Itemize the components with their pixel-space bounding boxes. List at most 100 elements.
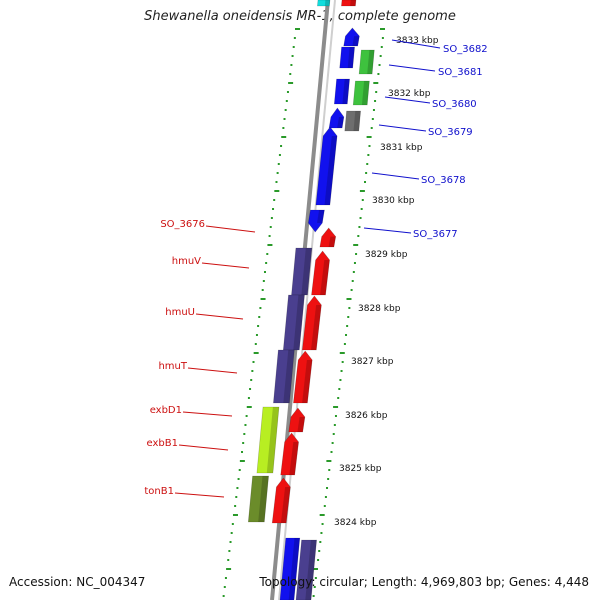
gene-arrow[interactable]	[288, 407, 306, 433]
gene-shade	[352, 36, 360, 46]
gene-arrow[interactable]	[256, 406, 280, 474]
tick-dot	[373, 82, 379, 84]
gene-shade	[328, 236, 336, 247]
gene-arrow[interactable]	[344, 110, 361, 132]
tick-dot	[247, 397, 250, 399]
gene-arrow[interactable]	[307, 209, 325, 233]
gene-arrow[interactable]	[282, 294, 305, 351]
kbp-tick-label: 3829 kbp	[365, 250, 408, 260]
label-leader-line	[205, 225, 256, 233]
gene-arrow[interactable]	[295, 539, 317, 600]
gene-label[interactable]: SO_3679	[428, 127, 473, 138]
gene-arrow[interactable]	[341, 0, 357, 7]
tick-dot	[236, 487, 239, 489]
tick-dot	[293, 37, 296, 39]
tick-dot	[338, 388, 341, 390]
gene-shade	[289, 442, 299, 475]
gene-label[interactable]: SO_3681	[438, 67, 483, 78]
tick-dot	[235, 496, 238, 498]
tick-dot	[366, 163, 369, 165]
gene-label[interactable]: hmuT	[158, 361, 187, 372]
tick-dots-left	[222, 28, 300, 597]
gene-arrow[interactable]	[333, 78, 350, 105]
tick-dot	[361, 199, 364, 201]
tick-dot	[359, 217, 362, 219]
label-leader-line	[371, 172, 420, 180]
tick-dot	[283, 118, 286, 120]
gene-label[interactable]: hmuV	[172, 256, 201, 267]
tick-dot	[350, 289, 353, 291]
gene-label[interactable]: tonB1	[144, 486, 174, 497]
tick-dot	[372, 109, 375, 111]
tick-dot	[353, 244, 359, 246]
tick-dot	[270, 217, 273, 219]
gene-label[interactable]: SO_3676	[160, 219, 205, 230]
tick-dot	[245, 415, 248, 417]
kbp-tick-label: 3827 kbp	[351, 357, 394, 367]
tick-dot	[246, 406, 252, 408]
gene-arrow[interactable]	[315, 126, 338, 206]
gene-label[interactable]: SO_3680	[432, 99, 477, 110]
tick-dot	[375, 91, 378, 93]
gene-arrow[interactable]	[352, 80, 370, 106]
gene-arrow[interactable]	[328, 107, 345, 129]
tick-dot	[357, 235, 360, 237]
kbp-tick-label: 3830 kbp	[372, 196, 415, 206]
gene-label[interactable]: SO_3678	[421, 175, 466, 186]
gene-arrow[interactable]	[358, 49, 375, 75]
gene-label[interactable]: SO_3682	[443, 44, 488, 55]
gene-arrow[interactable]	[273, 349, 295, 404]
gene-arrow[interactable]	[271, 477, 291, 524]
gene-arrow[interactable]	[280, 432, 299, 476]
tick-dot	[269, 226, 272, 228]
tick-dot	[282, 127, 285, 129]
label-leader-line	[378, 124, 427, 132]
tick-dot	[229, 541, 232, 543]
gene-arrow[interactable]	[343, 27, 360, 47]
label-leader-line	[388, 64, 436, 72]
gene-arrow[interactable]	[247, 475, 269, 523]
gene-shade	[283, 350, 295, 403]
tick-dot	[366, 136, 372, 138]
gene-arrow[interactable]	[279, 537, 301, 600]
gene-label[interactable]: hmuU	[165, 307, 195, 318]
gene-arrow[interactable]	[293, 350, 313, 404]
tick-dot	[333, 406, 339, 408]
tick-dot	[224, 577, 227, 579]
tick-dot	[276, 172, 279, 174]
gene-arrow[interactable]	[339, 46, 355, 69]
gene-arrow[interactable]	[291, 247, 313, 296]
gene-label[interactable]: exbD1	[150, 405, 182, 416]
gene-shade	[302, 360, 313, 403]
kbp-tick-label: 3832 kbp	[388, 89, 431, 99]
gene-arrow[interactable]	[311, 250, 330, 296]
tick-dot	[268, 235, 271, 237]
gene-arrow[interactable]	[317, 0, 331, 7]
tick-dot	[313, 586, 316, 588]
gene-label[interactable]: exbB1	[147, 438, 178, 449]
gene-shade	[361, 81, 370, 105]
tick-dot	[255, 334, 258, 336]
tick-dot	[244, 424, 247, 426]
tick-dot	[258, 316, 261, 318]
label-leader-line	[195, 313, 244, 320]
gene-arrow[interactable]	[319, 227, 337, 248]
tick-dot	[353, 262, 356, 264]
gene-shade	[288, 538, 300, 600]
tick-dot	[262, 280, 265, 282]
gene-arrow[interactable]	[301, 295, 322, 351]
tick-dot	[242, 442, 245, 444]
topology-text: Topology: circular; Length: 4,969,803 bp…	[259, 575, 589, 589]
tick-dot	[250, 379, 253, 381]
tick-dot	[327, 478, 330, 480]
tick-dot	[320, 532, 323, 534]
kbp-tick-label: 3828 kbp	[358, 304, 401, 314]
kbp-tick-label: 3831 kbp	[380, 143, 423, 153]
tick-dot	[312, 595, 315, 597]
tick-dot	[332, 433, 335, 435]
gene-shade	[293, 295, 305, 350]
tick-dot	[261, 289, 264, 291]
tick-dot	[274, 190, 280, 192]
gene-label[interactable]: SO_3677	[413, 229, 458, 240]
